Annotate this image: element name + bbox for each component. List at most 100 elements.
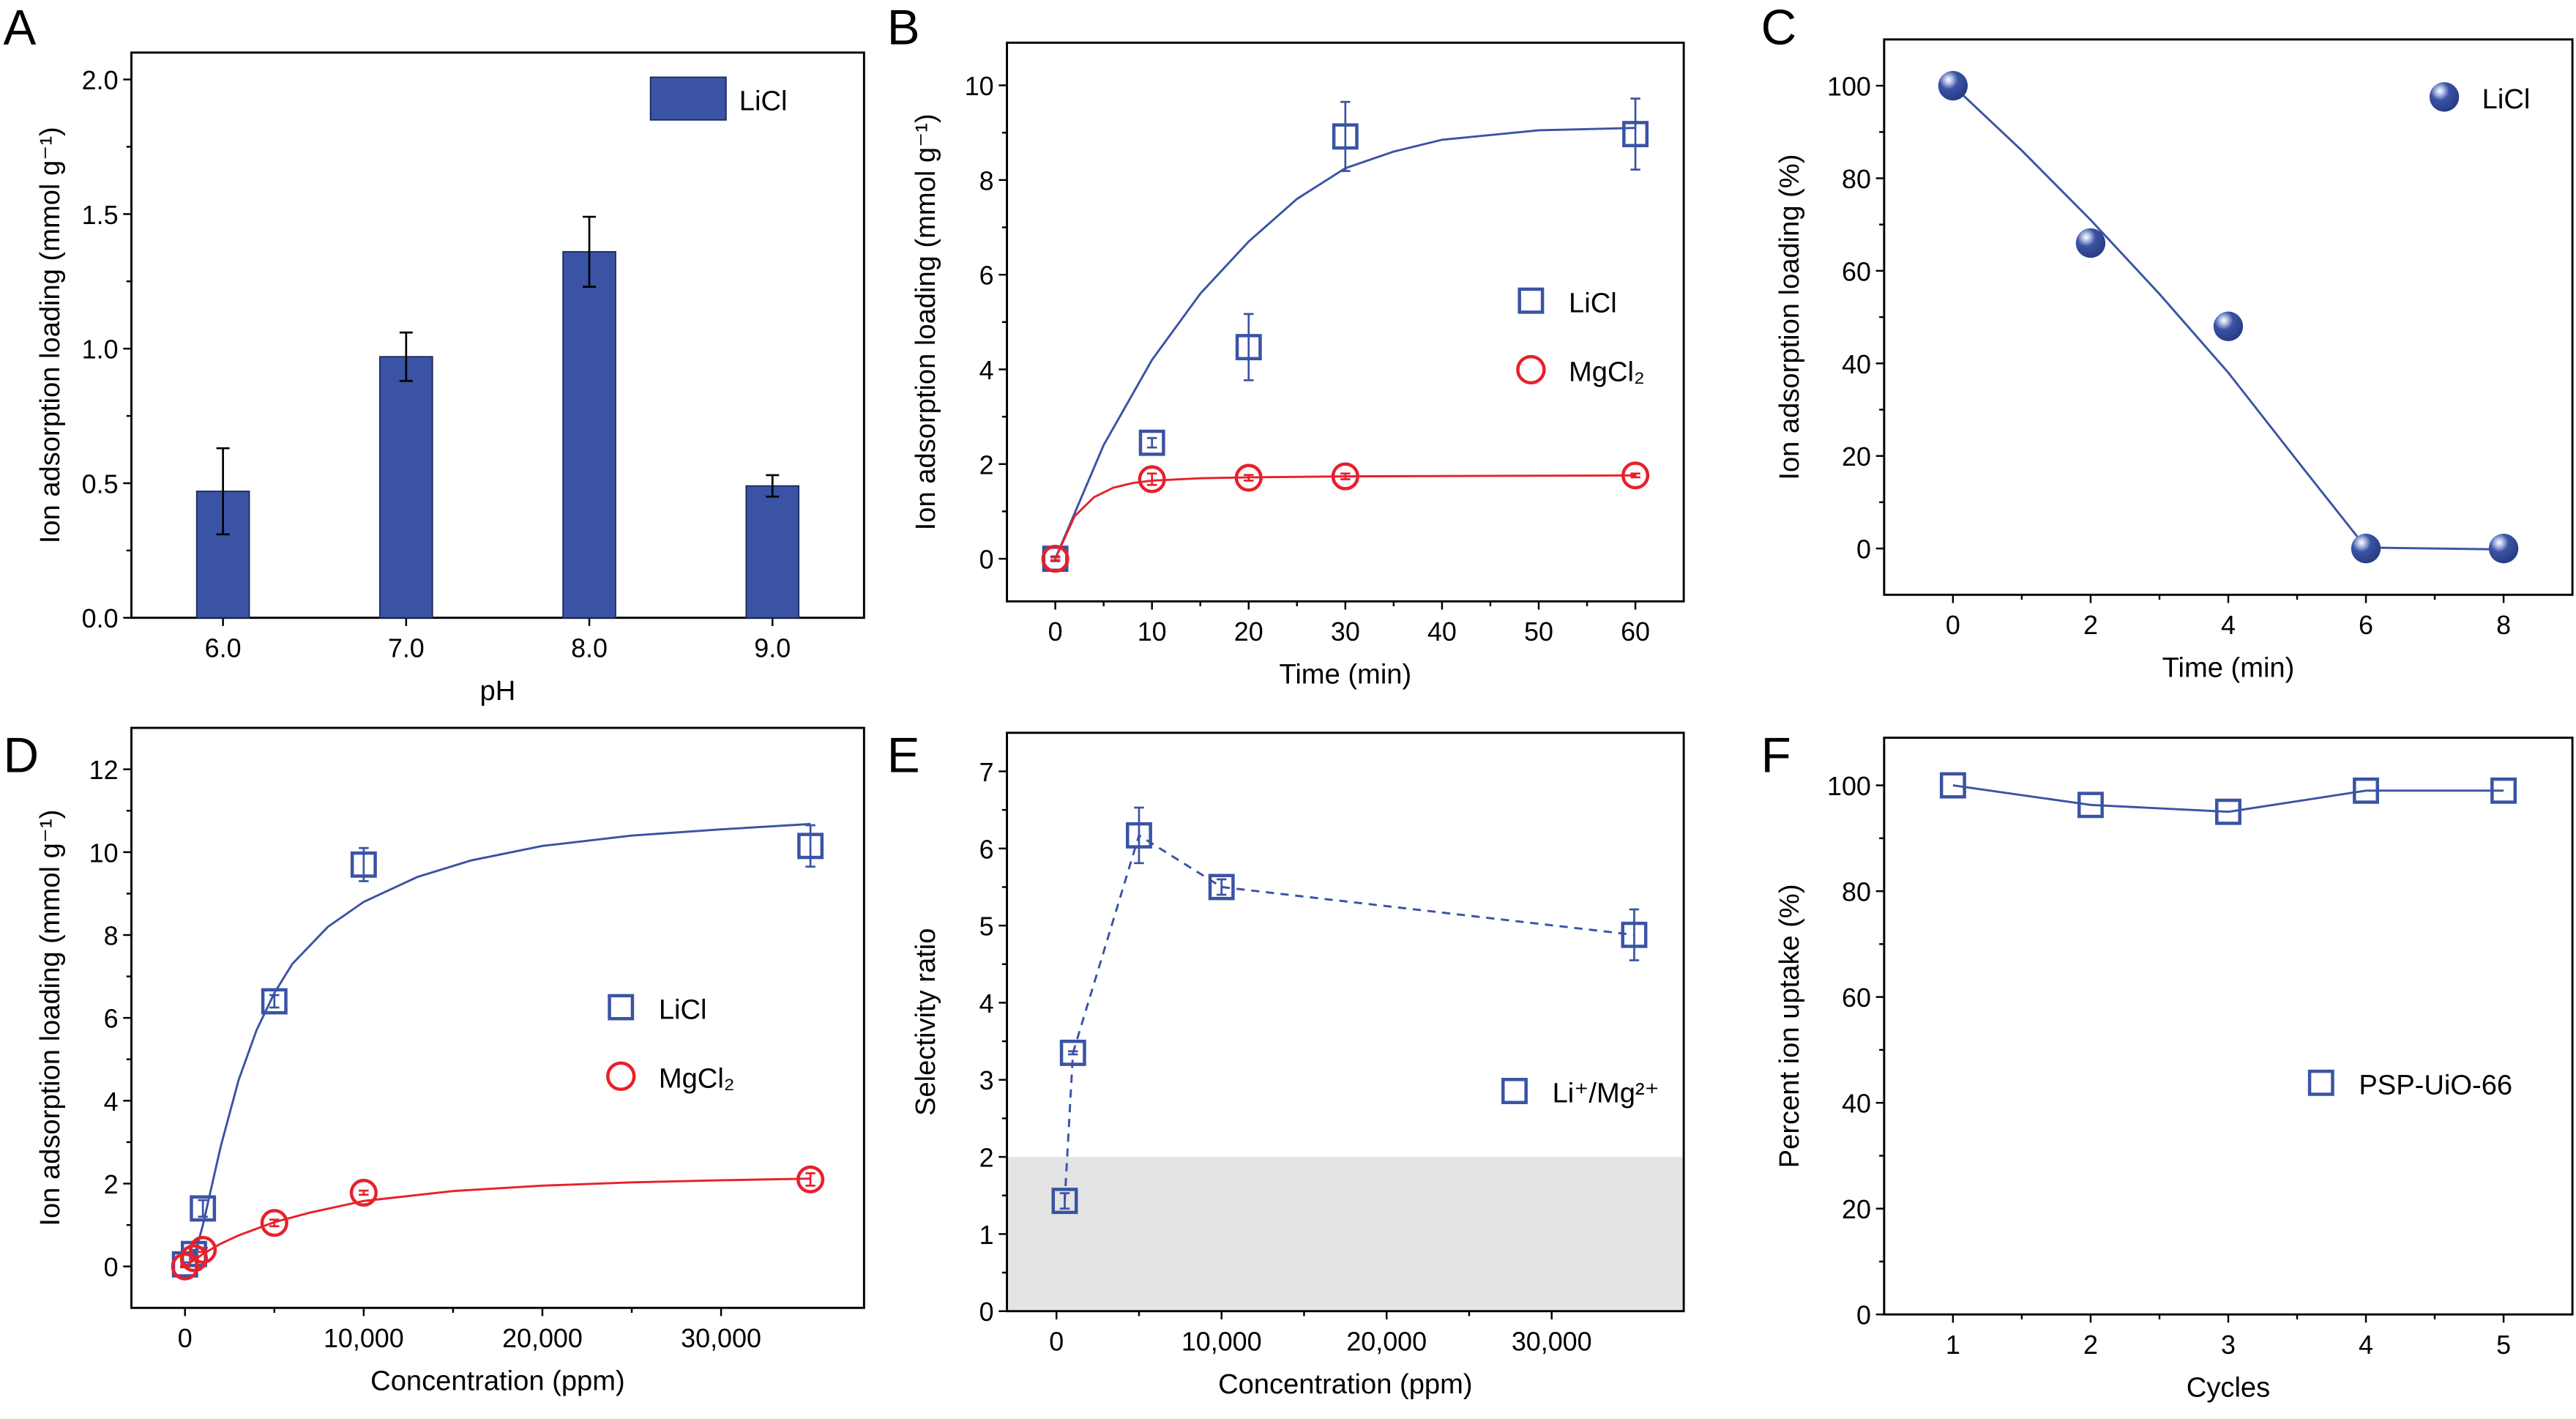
y-tick-label: 2.0 [82,66,119,95]
data-point [1331,462,1359,491]
legend-swatch [649,76,727,121]
x-tick-label: 30,000 [1512,1327,1592,1357]
x-tick-label: 60 [1621,617,1650,647]
x-tick-label: 1 [1946,1330,1960,1360]
shaded-region [1007,1157,1684,1311]
legend-marker [1517,287,1545,314]
plot-frame [1006,731,1685,1313]
panel-b: B 0 2 4 6 8 10 0 10 20 30 40 50 60 Time (min) Ion adsor… [887,1,1685,690]
legend-marker [2429,82,2460,112]
x-tick-label: 4 [2359,1330,2373,1360]
data-point [1234,463,1263,492]
x-axis-label: Time (min) [1279,659,1411,690]
y-tick-label: 20 [1842,442,1871,472]
x-tick-label: 10 [1138,617,1167,647]
y-tick-label: 0.0 [82,604,119,633]
y-tick-label: 60 [1842,983,1871,1013]
y-tick-label: 1.5 [82,201,119,230]
y-tick-label: 0 [1856,535,1871,565]
data-point [261,988,288,1015]
data-point [1332,123,1359,150]
plot-frame [130,51,865,619]
y-tick-label: 2 [979,1144,994,1173]
data-point [2077,792,2104,819]
data-point [1059,1039,1086,1066]
x-axis-label: pH [480,675,516,707]
y-axis-label: Percent ion uptake (%) [1774,884,1805,1168]
data-point [2488,533,2519,564]
plot-frame [130,726,865,1309]
x-tick-label: 40 [1427,617,1457,647]
panel-c: C 0 20 40 60 80 100 0 2 4 6 8 Time (min) Ion adsorpti… [1761,1,2574,684]
data-point [2351,533,2381,564]
y-tick-label: 0 [1856,1301,1871,1330]
x-tick-label: 30 [1331,617,1360,647]
panel-letter: B [887,1,920,56]
panel-letter: E [887,729,920,783]
x-tick-label: 0 [1048,617,1063,647]
panel-letter: F [1761,729,1791,783]
data-point [1208,874,1235,901]
panel-letter: C [1761,1,1797,56]
x-tick-label: 0 [1946,611,1960,640]
data-point [2215,798,2241,825]
x-axis-label: Cycles [2187,1371,2270,1403]
series-line [1054,474,1636,559]
legend-label: MgCl₂ [659,1063,735,1095]
y-tick-label: 20 [1842,1195,1871,1224]
series-line [184,1177,811,1267]
legend-marker [606,1061,636,1092]
y-tick-label: 0.5 [82,469,119,499]
data-point [2353,777,2379,804]
legend-marker [608,994,635,1021]
x-tick-label: 20,000 [502,1324,583,1353]
y-axis-label: Ion adsorption loading (mmol g⁻¹) [910,113,941,530]
y-tick-label: 6 [104,1005,119,1034]
data-point [1138,429,1165,456]
data-point [1938,70,1968,101]
y-tick-label: 3 [979,1066,994,1095]
legend-label: Li⁺/Mg²⁺ [1553,1078,1660,1109]
series-line [1064,833,1635,1202]
panel-e: E 0 1 2 3 4 5 6 7 0 10,000 20,000 30,000 Concentratio… [887,729,1685,1400]
legend-label: LiCl [1569,287,1617,319]
panel-f: F 0 20 40 60 80 100 1 2 3 4 5 Cycles Percent ion upta… [1761,729,2574,1403]
y-axis-label: Ion adsorption loading (mmol g⁻¹) [34,810,66,1226]
data-point [1235,334,1262,361]
y-tick-label: 0 [979,1297,994,1327]
data-point [179,1244,209,1273]
y-tick-label: 6 [979,835,994,864]
x-tick-label: 3 [2221,1330,2236,1360]
data-point [2490,777,2517,804]
y-tick-label: 0 [979,545,994,575]
data-point [350,851,377,878]
series-line [193,822,811,1259]
y-tick-label: 80 [1842,878,1871,907]
panel-letter: A [3,1,36,56]
x-tick-label: 0 [178,1324,193,1353]
legend-marker [1516,354,1546,385]
y-tick-label: 40 [1842,350,1871,379]
panel-a: A 0.0 0.5 1.0 1.5 2.0 6.0 7.0 8.0 9.0 pH Ion adsorp… [3,1,865,707]
series-line [1952,84,2504,551]
legend-label: MgCl₂ [1569,357,1645,388]
bar [379,356,433,619]
data-point [1621,461,1650,490]
panel-d: D 0 2 4 6 8 10 12 0 10,000 20,000 30,000 Concentrati… [3,726,865,1396]
data-point [2213,311,2244,341]
x-tick-label: 10,000 [1181,1327,1262,1357]
x-tick-label: 4 [2221,611,2236,640]
data-point [2075,228,2106,258]
x-axis-label: Concentration (ppm) [1218,1368,1473,1400]
y-tick-label: 40 [1842,1090,1871,1119]
data-point [797,833,824,860]
x-tick-label: 9.0 [754,634,791,663]
y-tick-label: 4 [979,989,994,1018]
bar [562,250,616,619]
y-tick-label: 4 [979,356,994,385]
y-axis-label: Selectivity ratio [910,928,941,1116]
x-tick-label: 2 [2083,611,2098,640]
y-tick-label: 4 [104,1087,119,1117]
y-tick-label: 80 [1842,165,1871,194]
y-tick-label: 5 [979,912,994,942]
